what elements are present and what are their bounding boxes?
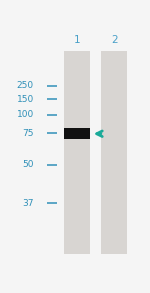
Text: 100: 100 [17,110,34,119]
Text: 250: 250 [17,81,34,91]
Bar [64,51,90,254]
Bar [101,51,127,254]
Text: 1: 1 [74,35,80,45]
Text: 50: 50 [22,160,34,169]
Bar [64,128,90,139]
Text: 37: 37 [22,199,34,208]
Text: 75: 75 [22,129,34,138]
Text: 2: 2 [111,35,117,45]
Text: 150: 150 [17,95,34,104]
